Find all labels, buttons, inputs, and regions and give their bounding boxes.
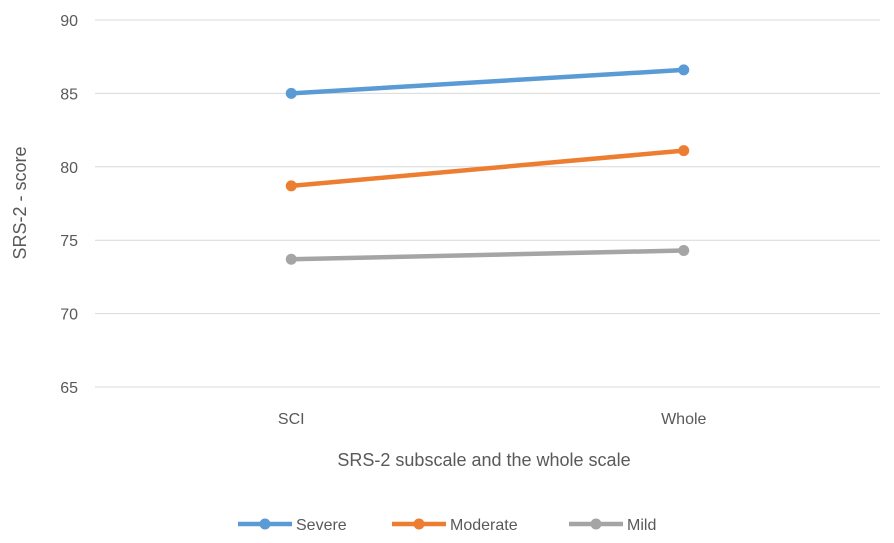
gridlines	[95, 19, 880, 388]
x-tick-label: SCI	[278, 411, 305, 428]
data-point	[678, 64, 690, 76]
data-point	[678, 244, 690, 256]
series-lines	[285, 64, 690, 265]
y-tick-label: 75	[60, 233, 78, 250]
x-tick-label: Whole	[661, 411, 706, 428]
y-axis-title: SRS-2 - score	[10, 146, 30, 259]
legend-item-severe: Severe	[238, 517, 347, 534]
data-point	[285, 87, 297, 99]
legend-marker	[413, 518, 425, 530]
series-line	[289, 248, 686, 262]
x-axis-title: SRS-2 subscale and the whole scale	[337, 450, 630, 470]
data-point	[285, 253, 297, 265]
legend-label: Moderate	[450, 517, 518, 534]
legend-item-moderate: Moderate	[392, 517, 518, 534]
series-severe	[285, 64, 690, 99]
series-line	[289, 67, 686, 96]
y-tick-label: 80	[60, 160, 78, 177]
legend-marker	[590, 518, 602, 530]
y-tick-label: 85	[60, 86, 78, 103]
y-tick-label: 65	[60, 380, 78, 397]
series-mild	[285, 244, 690, 265]
y-tick-label: 70	[60, 307, 78, 324]
legend-marker	[259, 518, 271, 530]
y-tick-label: 90	[60, 13, 78, 30]
series-line	[289, 148, 686, 189]
legend-label: Severe	[296, 517, 347, 534]
x-axis-ticks: SCI Whole	[278, 411, 707, 428]
legend-label: Mild	[627, 517, 656, 534]
data-point	[285, 180, 297, 192]
y-axis-ticks: 65 70 75 80 85 90	[60, 13, 78, 397]
data-point	[678, 145, 690, 157]
series-moderate	[285, 145, 690, 192]
legend-item-mild: Mild	[569, 517, 656, 534]
legend: Severe Moderate Mild	[238, 517, 656, 534]
